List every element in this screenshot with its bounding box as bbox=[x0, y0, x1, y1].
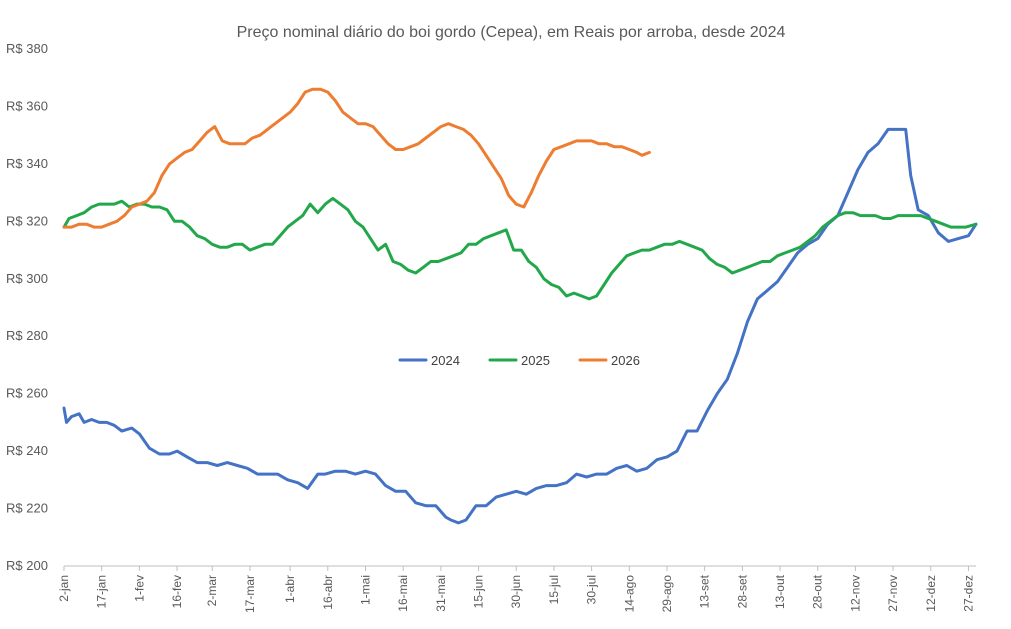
series-line-2024 bbox=[62, 127, 978, 525]
x-tick-label: 2-jan bbox=[57, 575, 71, 602]
y-tick-label: R$ 260 bbox=[6, 386, 48, 401]
series-line-2026 bbox=[62, 87, 651, 229]
y-tick-label: R$ 340 bbox=[6, 156, 48, 171]
series-line-2025 bbox=[62, 196, 978, 301]
x-tick-label: 17-jan bbox=[95, 575, 109, 608]
x-tick-label: 2-mar bbox=[205, 575, 219, 606]
x-tick-label: 12-dez bbox=[924, 575, 938, 612]
y-axis: R$ 200 R$ 220 R$ 240 R$ 260 R$ 280 R$ 300 R$ 3… bbox=[6, 41, 48, 573]
y-tick-label: R$ 300 bbox=[6, 271, 48, 286]
legend-label-2026: 2026 bbox=[611, 353, 640, 368]
chart-title: Preço nominal diário do boi gordo (Cepea… bbox=[237, 24, 786, 41]
x-tick-label: 31-mai bbox=[434, 575, 448, 612]
x-tick-label: 28-set bbox=[735, 574, 749, 608]
x-tick-label: 17-mar bbox=[243, 575, 257, 613]
x-tick-label: 1-fev bbox=[132, 575, 146, 602]
y-tick-label: R$ 320 bbox=[6, 213, 48, 228]
x-tick-label: 15-jul bbox=[547, 575, 561, 604]
x-tick-label: 15-jun bbox=[472, 575, 486, 608]
x-tick-label: 16-fev bbox=[170, 575, 184, 608]
x-tick-label: 16-mai bbox=[396, 575, 410, 612]
x-tick-label: 14-ago bbox=[622, 575, 636, 613]
x-tick-label: 16-abr bbox=[321, 575, 335, 610]
x-tick-label: 1-abr bbox=[283, 575, 297, 603]
x-tick-label: 29-ago bbox=[660, 575, 674, 613]
y-tick-label: R$ 380 bbox=[6, 41, 48, 56]
x-tick-label: 13-out bbox=[773, 574, 787, 609]
x-axis: 2-jan 17-jan 1-fev 16-fev 2-mar 17-mar 1-abr 16… bbox=[57, 565, 976, 613]
legend: 2024 2025 2026 bbox=[398, 353, 640, 368]
x-tick-label: 28-out bbox=[811, 574, 825, 609]
legend-label-2024: 2024 bbox=[431, 353, 460, 368]
y-tick-label: R$ 200 bbox=[6, 558, 48, 573]
series-lines bbox=[62, 87, 978, 525]
x-tick-label: 30-jun bbox=[509, 575, 523, 608]
x-tick-label: 27-nov bbox=[886, 575, 900, 612]
legend-label-2025: 2025 bbox=[521, 353, 550, 368]
y-tick-label: R$ 280 bbox=[6, 328, 48, 343]
x-tick-label: 13-set bbox=[698, 574, 712, 608]
x-tick-label: 1-mai bbox=[358, 575, 372, 605]
y-tick-label: R$ 240 bbox=[6, 443, 48, 458]
x-tick-label: 30-jul bbox=[585, 575, 599, 604]
y-tick-label: R$ 220 bbox=[6, 501, 48, 516]
x-tick-label: 27-dez bbox=[961, 575, 975, 612]
y-tick-label: R$ 360 bbox=[6, 98, 48, 113]
x-tick-label: 12-nov bbox=[848, 575, 862, 612]
